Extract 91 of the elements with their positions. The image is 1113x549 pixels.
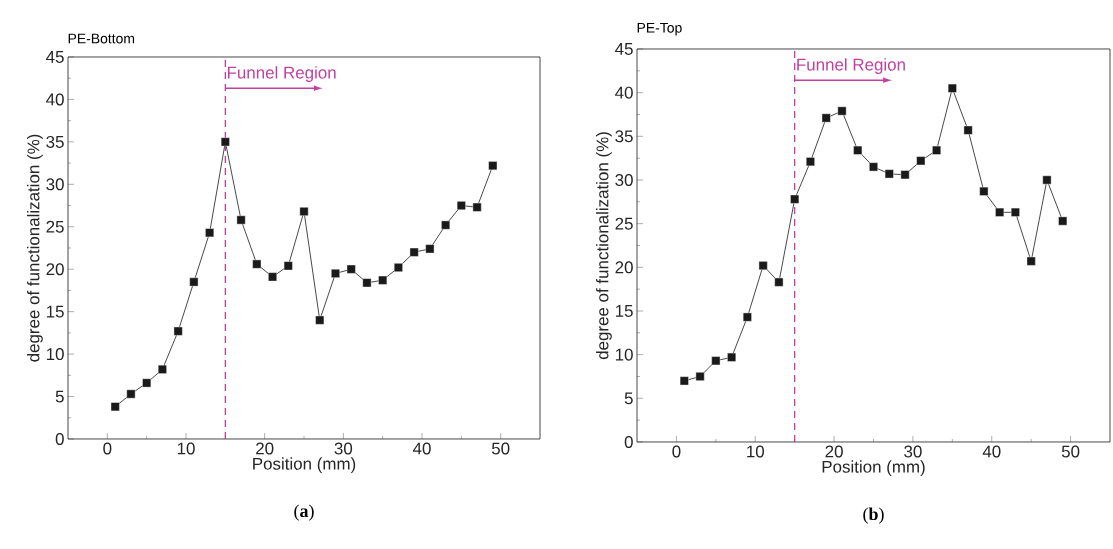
point: [378, 275, 388, 285]
x-tick-label: 0: [103, 442, 112, 455]
point: [472, 202, 482, 212]
point: [947, 83, 957, 93]
point: [742, 312, 752, 322]
point: [995, 207, 1005, 217]
point: [695, 372, 705, 381]
point: [932, 145, 941, 155]
point: [252, 259, 262, 269]
text: (b): [863, 507, 884, 524]
point: [979, 186, 989, 196]
point: [1058, 216, 1068, 226]
point: [1011, 207, 1020, 217]
x-tick-label: 50: [1061, 445, 1080, 458]
x-axis-title: Position (mm): [822, 460, 925, 477]
point: [236, 215, 246, 225]
x-tick-label: 10: [177, 442, 195, 455]
y-tick-label: 45: [615, 43, 633, 55]
y-tick-label: 45: [46, 51, 64, 63]
x-tick-label: 30: [334, 442, 353, 455]
y-tick-label: 5: [624, 392, 633, 405]
point: [362, 278, 372, 288]
point: [916, 156, 926, 166]
y-tick-label: 20: [615, 261, 633, 274]
point: [1042, 175, 1052, 185]
point: [441, 220, 451, 230]
y-tick-label: 15: [46, 305, 64, 318]
y-axis-title: degree of functionalization (%): [596, 132, 612, 360]
point: [331, 269, 340, 278]
point: [158, 364, 167, 374]
point: [1026, 256, 1036, 266]
y-tick-label: 30: [615, 173, 633, 186]
point: [283, 261, 293, 271]
point: [394, 263, 403, 272]
point: [142, 378, 152, 388]
point: [884, 169, 894, 179]
chart-title: PE-Top: [637, 22, 682, 36]
chart-title: PE-Bottom: [68, 33, 135, 44]
y-tick-label: 25: [615, 217, 633, 230]
x-tick-label: 40: [982, 445, 1001, 458]
point: [126, 389, 136, 399]
x-tick-label: 10: [747, 445, 765, 458]
point: [790, 194, 800, 204]
point: [853, 145, 863, 155]
point: [173, 326, 183, 336]
y-tick-label: 40: [46, 93, 64, 106]
y-tick-label: 0: [55, 432, 64, 445]
point: [727, 352, 737, 362]
y-tick-label: 30: [46, 178, 64, 191]
point: [900, 170, 910, 180]
y-tick-label: 40: [615, 86, 633, 99]
x-tick-label: 20: [825, 445, 843, 458]
point: [189, 277, 199, 287]
point: [425, 244, 435, 254]
y-tick-label: 10: [46, 348, 64, 361]
point: [299, 207, 309, 216]
point: [758, 261, 768, 270]
point: [315, 315, 325, 325]
x-tick-label: 50: [491, 442, 510, 455]
x-tick-label: 30: [904, 445, 922, 458]
y-tick-label: 15: [615, 305, 633, 317]
ref-line-label: Funnel Region: [227, 66, 336, 82]
point: [488, 161, 498, 171]
y-tick-label: 35: [46, 135, 64, 148]
point: [679, 376, 689, 386]
point: [409, 247, 419, 257]
y-tick-label: 5: [55, 390, 64, 403]
point: [110, 402, 120, 412]
point: [963, 125, 973, 135]
x-tick-label: 0: [672, 445, 681, 458]
point: [837, 106, 847, 116]
ref-line-label: Funnel Region: [797, 58, 905, 74]
y-axis-title: degree of functionalization (%): [27, 134, 43, 362]
point: [268, 272, 277, 282]
point: [806, 157, 815, 167]
point: [711, 356, 721, 366]
y-tick-label: 10: [615, 348, 633, 361]
point: [220, 137, 230, 147]
point: [821, 113, 831, 123]
text: (a): [294, 504, 314, 521]
x-tick-label: 20: [256, 442, 274, 455]
point: [346, 264, 356, 274]
y-tick-label: 20: [46, 263, 64, 276]
point: [869, 162, 878, 172]
y-tick-label: 35: [615, 130, 633, 143]
y-tick-label: 25: [46, 220, 64, 233]
point: [456, 201, 466, 210]
x-tick-label: 40: [412, 442, 431, 455]
point: [205, 228, 215, 238]
x-axis-title: Position (mm): [253, 457, 356, 474]
point: [774, 277, 784, 287]
